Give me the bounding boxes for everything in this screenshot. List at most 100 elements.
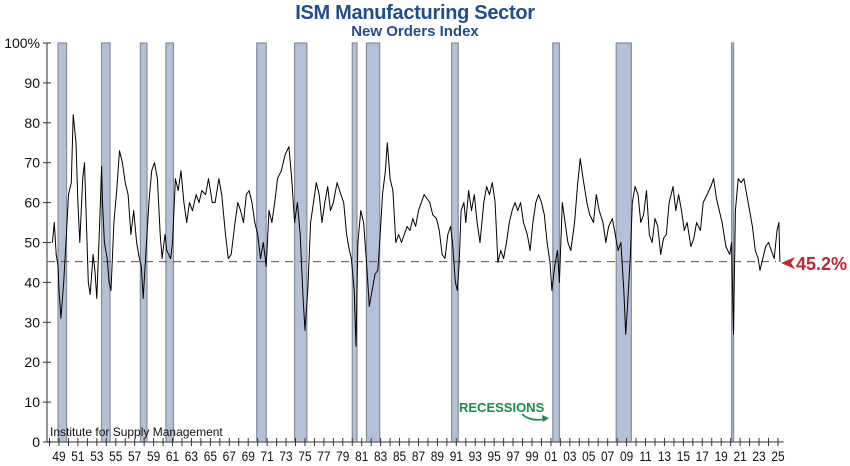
data-point <box>494 202 496 204</box>
x-tick-label: 17 <box>696 448 709 464</box>
recession-band <box>100 42 111 443</box>
data-point <box>468 190 470 192</box>
data-point <box>324 202 326 204</box>
x-tick-label: 99 <box>525 448 538 464</box>
data-point <box>230 254 232 255</box>
data-point <box>221 194 223 196</box>
data-point <box>156 178 158 180</box>
x-tick-label: 91 <box>450 448 463 464</box>
data-point <box>713 178 715 180</box>
data-point <box>86 222 87 223</box>
data-point <box>70 182 72 184</box>
y-tick-label: 50 <box>24 235 40 251</box>
data-point <box>456 289 458 291</box>
recession-band <box>365 42 381 443</box>
data-point <box>89 293 91 295</box>
data-point <box>508 222 510 223</box>
arrowhead-icon <box>542 415 549 422</box>
data-point <box>99 222 101 223</box>
data-point <box>234 222 236 223</box>
data-point <box>517 210 519 211</box>
data-point <box>429 202 431 204</box>
data-point <box>706 194 708 196</box>
y-tick-label: 20 <box>24 354 40 370</box>
recession-bands <box>57 42 735 443</box>
data-point <box>637 194 639 196</box>
y-tick-label: 80 <box>24 115 40 131</box>
data-point <box>60 317 62 319</box>
data-point <box>593 222 594 223</box>
data-point <box>759 270 761 271</box>
data-point <box>262 242 264 243</box>
data-point <box>84 162 85 164</box>
x-tick-label: 87 <box>412 448 425 464</box>
data-point <box>718 210 720 211</box>
data-point <box>119 150 120 152</box>
data-point <box>53 222 55 223</box>
data-point <box>721 222 723 223</box>
data-point <box>776 230 778 231</box>
data-point <box>94 270 96 271</box>
data-point <box>79 242 81 243</box>
recession-band <box>57 42 68 443</box>
data-point <box>438 230 440 231</box>
data-point <box>598 210 600 211</box>
data-point <box>315 182 317 184</box>
data-point <box>486 186 487 188</box>
data-point <box>497 262 499 263</box>
x-tick-label: 21 <box>734 448 747 464</box>
data-point <box>340 194 342 196</box>
data-point <box>392 190 394 192</box>
data-point <box>280 170 282 172</box>
data-point <box>72 114 74 116</box>
data-point <box>379 242 381 243</box>
data-point <box>412 218 414 219</box>
data-point <box>291 178 293 180</box>
x-tick-label: 57 <box>128 448 141 464</box>
data-point <box>733 333 734 335</box>
x-tick-label: 01 <box>544 448 557 464</box>
data-point <box>260 258 261 259</box>
data-point <box>657 226 659 227</box>
x-tick-label: 69 <box>242 448 255 464</box>
data-point <box>96 297 98 299</box>
data-point <box>574 222 575 223</box>
data-point <box>620 242 622 243</box>
data-point <box>629 254 631 255</box>
data-point <box>225 234 226 235</box>
x-tick-label: 67 <box>223 448 236 464</box>
x-tick-label: 65 <box>204 448 217 464</box>
data-point <box>243 222 244 223</box>
data-point <box>579 158 581 160</box>
data-point <box>681 210 682 211</box>
data-point <box>450 226 452 227</box>
data-point <box>506 242 507 243</box>
data-point <box>288 146 290 148</box>
data-point <box>127 194 129 196</box>
data-point <box>395 242 397 243</box>
data-point <box>538 194 540 196</box>
data-point <box>654 218 656 219</box>
data-point <box>549 262 551 263</box>
data-point <box>749 210 750 211</box>
x-tick-label: 23 <box>752 448 765 464</box>
data-point <box>648 234 650 235</box>
recessions-annotation: RECESSIONS <box>459 400 545 415</box>
data-point <box>382 194 383 196</box>
data-point <box>360 210 362 211</box>
data-point <box>699 230 701 231</box>
data-point <box>82 178 84 180</box>
data-point <box>612 218 613 219</box>
data-point <box>473 194 475 196</box>
data-point <box>589 214 591 215</box>
data-point <box>330 210 331 211</box>
data-point <box>447 234 449 235</box>
data-point <box>274 202 276 204</box>
data-point <box>218 178 220 180</box>
data-point <box>623 289 625 291</box>
x-tick-label: 81 <box>355 448 368 464</box>
data-point <box>625 333 627 335</box>
data-point <box>436 218 437 219</box>
data-point <box>627 305 628 307</box>
